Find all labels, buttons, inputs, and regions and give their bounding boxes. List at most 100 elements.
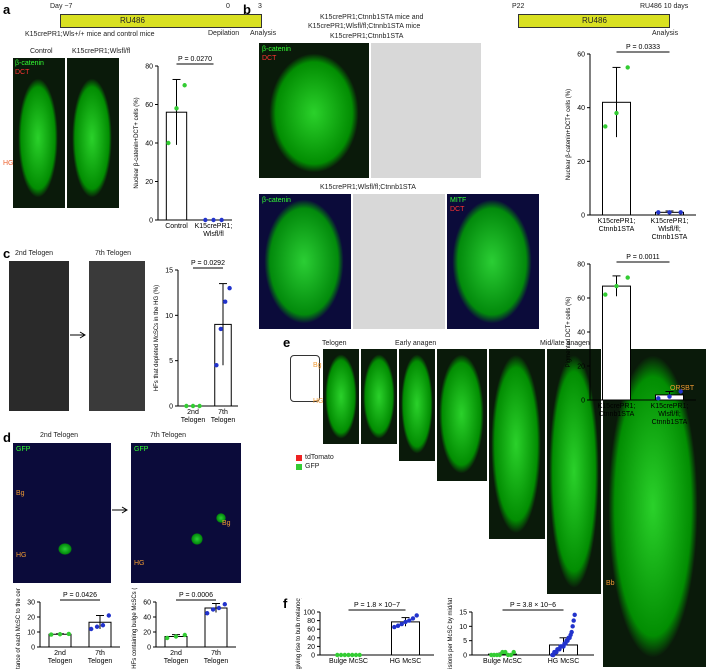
y-tick-label: 60	[577, 52, 585, 59]
micrograph	[130, 442, 242, 584]
y-axis-label: Pigmented DCT+ cells (%)	[566, 297, 572, 368]
event: Depilation	[208, 30, 240, 37]
stain: β-catenin	[262, 197, 291, 204]
data-point	[338, 652, 344, 658]
data-point	[667, 394, 672, 399]
y-tick-label: 60	[143, 600, 151, 607]
legend-label: tdTomato	[305, 454, 334, 461]
micrograph	[258, 193, 352, 330]
data-point	[342, 652, 347, 658]
stain: MITF	[450, 197, 467, 204]
data-point	[357, 652, 362, 658]
micrograph	[546, 348, 602, 595]
micrograph	[352, 193, 446, 330]
data-point	[211, 217, 216, 223]
x-tick-label: Telogen	[181, 417, 206, 424]
x-tick-label: Telogen	[88, 658, 113, 665]
chart: 0 5 10 15 HFs that depleted McSCs in the HG …	[154, 260, 238, 424]
data-point	[174, 106, 179, 111]
data-point	[399, 621, 404, 627]
data-point	[57, 632, 63, 637]
data-point	[49, 632, 54, 637]
x-tick-label: K15crePR1;	[651, 218, 689, 225]
chart: 0 5 10 15 No. of divisions per McSC by mid/l…	[448, 598, 594, 669]
data-point	[166, 140, 171, 146]
panel-letter: b	[243, 2, 251, 17]
data-point	[223, 299, 228, 304]
image-title: K15crePR1;Wlsfl/fl;Ctnnb1STA	[320, 184, 416, 191]
x-tick-label: Bulge McSC	[329, 658, 368, 665]
micrograph	[398, 348, 436, 462]
arrow	[112, 506, 128, 514]
x-tick-label: Ctnnb1STA	[652, 234, 688, 241]
data-point	[66, 631, 71, 637]
image-label: 2nd Telogen	[40, 432, 79, 439]
data-point	[511, 649, 516, 655]
data-point	[667, 210, 672, 215]
micrograph	[12, 442, 112, 584]
region: Bg	[16, 490, 25, 497]
stain: β-catenin	[262, 46, 291, 53]
data-point	[335, 652, 340, 658]
x-tick-label: 2nd	[187, 409, 199, 416]
timeline-bar	[60, 14, 262, 28]
time: 3	[258, 3, 262, 10]
panel-letter: d	[3, 430, 11, 445]
y-tick-label: 10	[165, 313, 173, 320]
region: HG	[3, 160, 14, 167]
event: Analysis	[250, 30, 277, 37]
image-label: K15crePR1;Wlsfl/fl	[72, 48, 131, 55]
y-tick-label: 10	[27, 630, 35, 637]
data-point	[497, 652, 502, 658]
x-tick-label: Ctnnb1STA	[599, 411, 635, 418]
image-title: K15crePR1;Ctnnb1STA	[330, 33, 404, 40]
legend-swatch	[296, 455, 302, 461]
y-tick-label: 15	[165, 268, 173, 275]
y-tick-label: 20	[577, 159, 585, 166]
data-point	[508, 652, 514, 658]
x-tick-label: 7th	[211, 650, 221, 657]
stain: GFP	[134, 446, 149, 453]
y-tick-label: 0	[581, 213, 585, 220]
data-point	[678, 210, 683, 215]
data-point	[219, 217, 224, 223]
y-tick-label: 0	[31, 645, 35, 652]
stage: Mid/late anagen	[540, 340, 590, 347]
timeline-bar	[518, 14, 670, 28]
x-tick-label: 7th	[218, 409, 228, 416]
y-tick-label: 40	[577, 105, 585, 112]
time: 0	[226, 3, 230, 10]
micrograph	[370, 42, 482, 179]
y-tick-label: 20	[577, 364, 585, 371]
y-tick-label: 20	[27, 615, 35, 622]
micrograph	[488, 348, 546, 540]
y-tick-label: 60	[307, 627, 315, 634]
x-tick-label: 2nd	[170, 650, 182, 657]
y-axis-label: Nuclear β-catenin+DCT+ cells (%)	[566, 89, 572, 180]
x-tick-label: Telogen	[211, 417, 236, 424]
x-tick-label: Wlsfl/fl;	[658, 226, 681, 233]
data-point	[100, 623, 106, 628]
event: Analysis	[652, 30, 679, 37]
region: Bg	[313, 362, 322, 369]
y-tick-label: 60	[577, 296, 585, 303]
panel-letter: a	[3, 2, 11, 17]
data-point	[210, 607, 216, 612]
x-tick-label: K15crePR1;	[195, 223, 233, 230]
data-point	[414, 613, 419, 618]
data-point	[106, 613, 112, 618]
data-point	[656, 210, 661, 215]
image-label: 7th Telogen	[95, 250, 132, 257]
p-value: P = 0.0006	[179, 592, 213, 599]
p-value: P = 3.8 × 10−6	[510, 602, 556, 609]
micrograph	[66, 57, 120, 209]
y-tick-label: 80	[307, 618, 315, 625]
x-tick-label: Control	[165, 223, 188, 230]
micrograph	[436, 348, 488, 482]
chart: 0 20 40 60 80 Nuclear β-catenin+DCT+ cells (%…	[134, 56, 233, 238]
data-point	[570, 624, 575, 629]
y-tick-label: 80	[145, 64, 153, 71]
x-tick-label: Wlsfl/fl;	[658, 411, 681, 418]
x-tick-label: 7th	[95, 650, 105, 657]
